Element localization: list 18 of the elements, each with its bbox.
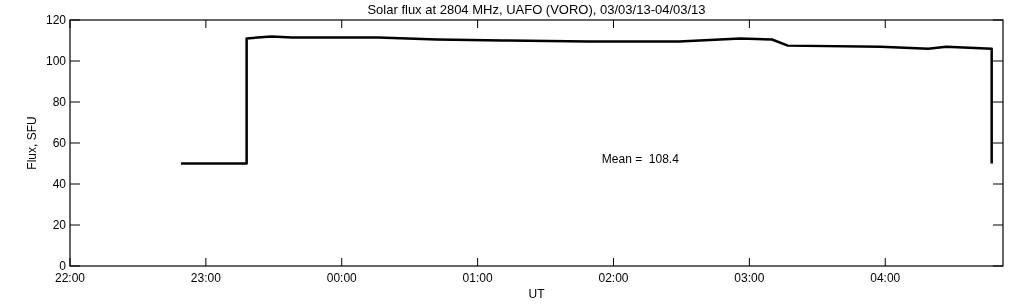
y-tick-label: 80 — [52, 95, 67, 109]
x-tick-label: 02:00 — [598, 271, 629, 285]
x-axis-title: UT — [528, 287, 546, 301]
y-tick-label: 40 — [52, 177, 67, 191]
y-tick-label: 120 — [45, 13, 67, 27]
x-tick-label: 03:00 — [734, 271, 765, 285]
y-axis-title: Flux, SFU — [25, 116, 39, 170]
y-tick-label: 60 — [52, 136, 67, 150]
x-tick-label: 01:00 — [462, 271, 493, 285]
y-tick-label: 100 — [45, 54, 67, 68]
y-tick-label: 20 — [52, 218, 67, 232]
x-tick-label: 22:00 — [54, 271, 86, 285]
x-tick-label: 23:00 — [190, 271, 222, 285]
x-tick-label: 00:00 — [326, 271, 358, 285]
x-tick-label: 04:00 — [870, 271, 901, 285]
chart-title: Solar flux at 2804 MHz, UAFO (VORO), 03/03/13-04/03/13 — [367, 2, 706, 17]
annotation: Mean = 108.4 — [601, 151, 680, 166]
y-tick-label: 0 — [59, 259, 67, 273]
